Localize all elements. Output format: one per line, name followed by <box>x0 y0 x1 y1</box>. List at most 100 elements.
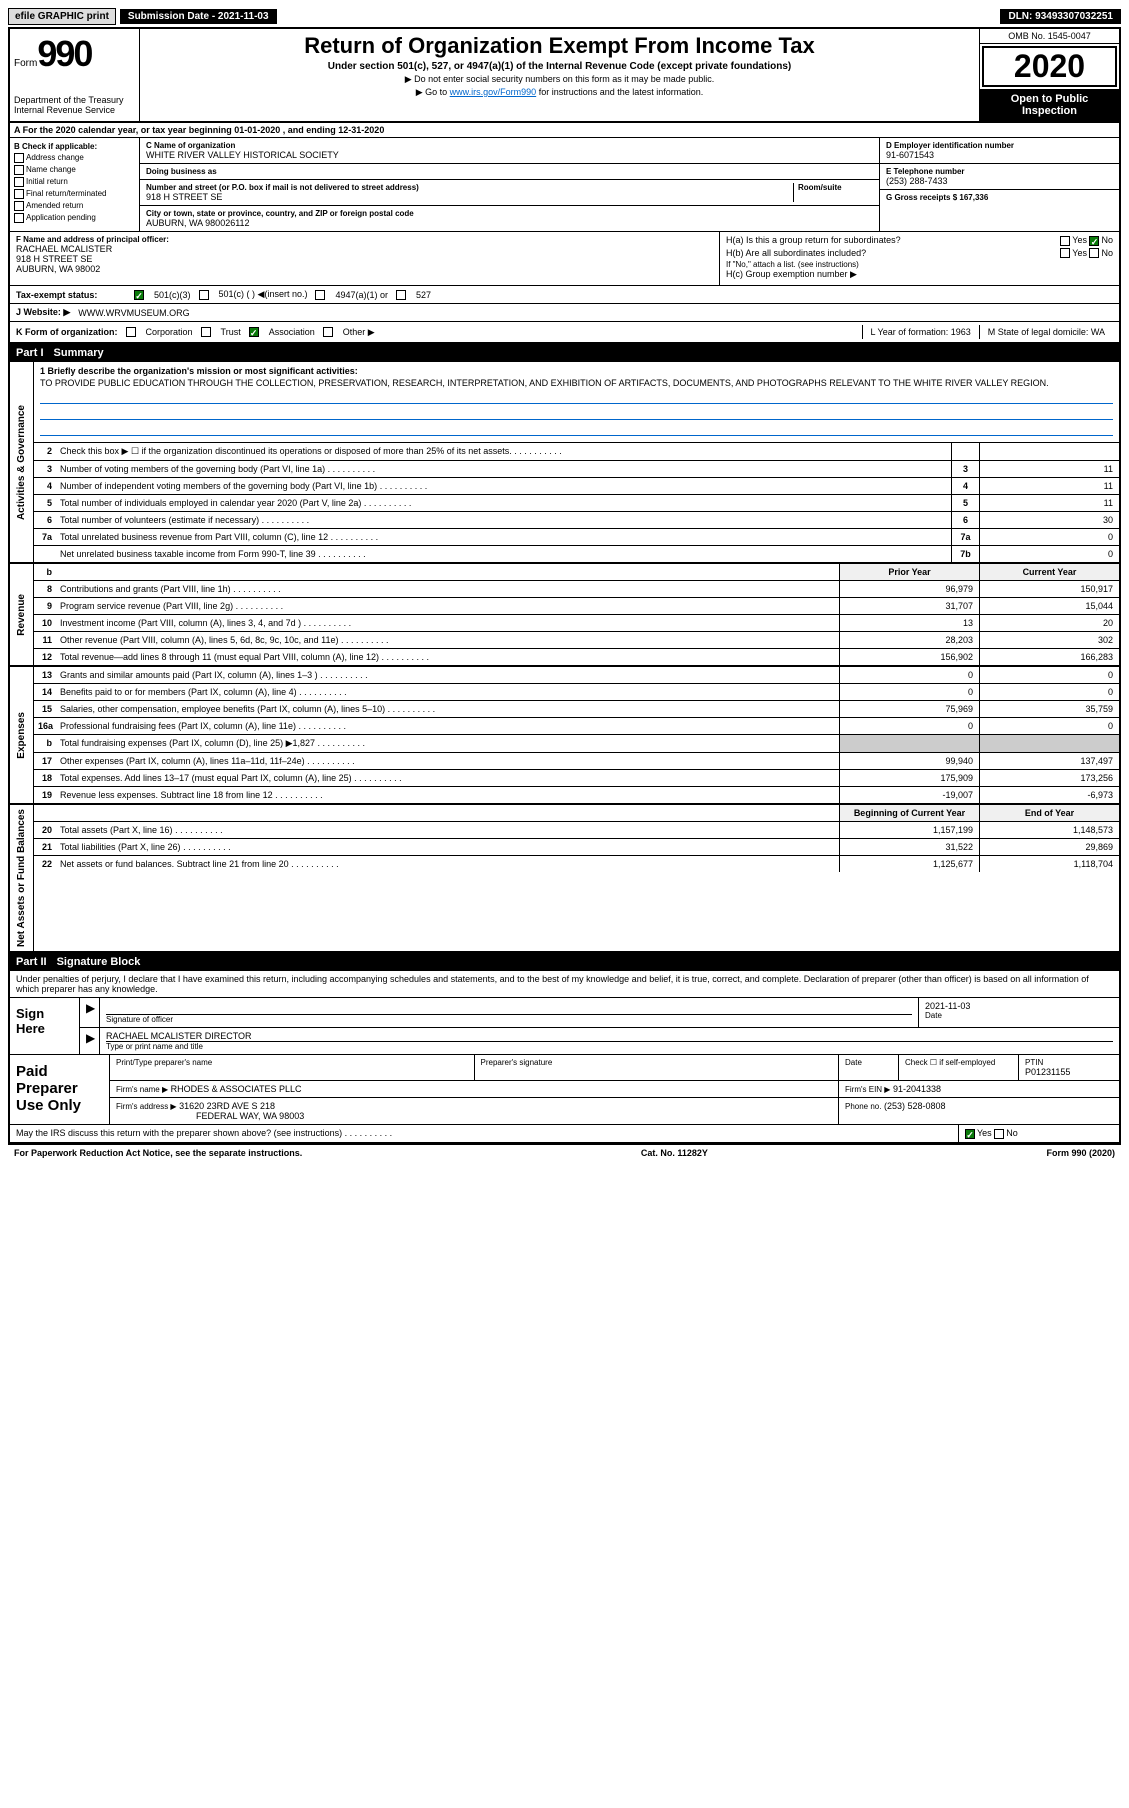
main-title: Return of Organization Exempt From Incom… <box>144 33 975 59</box>
corp-checkbox[interactable] <box>126 327 136 337</box>
line-num: 21 <box>34 839 56 855</box>
527-checkbox[interactable] <box>396 290 406 300</box>
hb-yes: Yes <box>1072 248 1087 258</box>
hb-yes-checkbox[interactable] <box>1060 248 1070 258</box>
line-text: Investment income (Part VIII, column (A)… <box>56 615 839 631</box>
line-text: Net assets or fund balances. Subtract li… <box>56 856 839 872</box>
line-num: 5 <box>34 495 56 511</box>
prior-val <box>839 735 979 752</box>
firm-ein: 91-2041338 <box>893 1084 941 1094</box>
column-b: B Check if applicable: Address change Na… <box>10 138 140 231</box>
sig-declaration: Under penalties of perjury, I declare th… <box>10 971 1119 997</box>
ha-yes: Yes <box>1072 235 1087 245</box>
tax-status-label: Tax-exempt status: <box>16 290 126 300</box>
hb-no-checkbox[interactable] <box>1089 248 1099 258</box>
check-self: Check ☐ if self-employed <box>905 1058 1012 1067</box>
4947-checkbox[interactable] <box>315 290 325 300</box>
prep-date-label: Date <box>845 1058 892 1067</box>
omb-number: OMB No. 1545-0047 <box>980 29 1119 44</box>
checkbox-final-return[interactable] <box>14 189 24 199</box>
hb-label: H(b) Are all subordinates included? <box>726 248 866 258</box>
current-val: 1,148,573 <box>979 822 1119 838</box>
line-text: Number of independent voting members of … <box>56 478 951 494</box>
k-label: K Form of organization: <box>16 327 118 337</box>
discuss-no: No <box>1006 1128 1018 1138</box>
instr2-pre: ▶ Go to <box>416 87 450 97</box>
org-name: WHITE RIVER VALLEY HISTORICAL SOCIETY <box>146 150 873 160</box>
line-text: Professional fundraising fees (Part IX, … <box>56 718 839 734</box>
irs-link[interactable]: www.irs.gov/Form990 <box>450 87 537 97</box>
line-text: Net unrelated business taxable income fr… <box>56 546 951 562</box>
ha-no: No <box>1101 235 1113 245</box>
trust-checkbox[interactable] <box>201 327 211 337</box>
col-b-header: B Check if applicable: <box>14 142 135 151</box>
governance-side: Activities & Governance <box>14 401 29 524</box>
prior-val: 0 <box>839 667 979 683</box>
checkbox-address-change[interactable] <box>14 153 24 163</box>
checkbox-name-change[interactable] <box>14 165 24 175</box>
line-num: 16a <box>34 718 56 734</box>
paid-preparer: Paid Preparer Use Only <box>10 1055 110 1124</box>
discuss-yes-checkbox[interactable]: ✓ <box>965 1129 975 1139</box>
line-num: 3 <box>34 461 56 477</box>
prep-sig-label: Preparer's signature <box>481 1058 833 1067</box>
line-num: 13 <box>34 667 56 683</box>
checkbox-pending[interactable] <box>14 213 24 223</box>
line-num: 8 <box>34 581 56 597</box>
current-val <box>979 735 1119 752</box>
blank-line <box>40 406 1113 420</box>
hdr-begin: Beginning of Current Year <box>839 805 979 821</box>
line-text: Salaries, other compensation, employee b… <box>56 701 839 717</box>
lbl-name-change: Name change <box>26 165 76 174</box>
line-text: Number of voting members of the governin… <box>56 461 951 477</box>
line-num: 6 <box>34 512 56 528</box>
checkbox-amended[interactable] <box>14 201 24 211</box>
current-val: 166,283 <box>979 649 1119 665</box>
website-value: WWW.WRVMUSEUM.ORG <box>78 308 189 318</box>
line-box: 7b <box>951 546 979 562</box>
state-domicile: M State of legal domicile: WA <box>979 325 1113 339</box>
checkbox-initial-return[interactable] <box>14 177 24 187</box>
gross-receipts: G Gross receipts $ 167,336 <box>886 193 1113 202</box>
efile-print-button[interactable]: efile GRAPHIC print <box>8 8 116 25</box>
prior-val: -19,007 <box>839 787 979 803</box>
line-box: 5 <box>951 495 979 511</box>
prior-val: 1,125,677 <box>839 856 979 872</box>
prior-val: 175,909 <box>839 770 979 786</box>
assoc-checkbox[interactable]: ✓ <box>249 327 259 337</box>
prior-val: 31,707 <box>839 598 979 614</box>
line-num: 14 <box>34 684 56 700</box>
line-num: 20 <box>34 822 56 838</box>
other-checkbox[interactable] <box>323 327 333 337</box>
current-val: 35,759 <box>979 701 1119 717</box>
hb-no: No <box>1101 248 1113 258</box>
501c-checkbox[interactable] <box>199 290 209 300</box>
501c3-checkbox[interactable]: ✓ <box>134 290 144 300</box>
line-text: Benefits paid to or for members (Part IX… <box>56 684 839 700</box>
prior-val: 0 <box>839 684 979 700</box>
form-990: 990 <box>37 33 91 74</box>
line-box: 4 <box>951 478 979 494</box>
line-text: Other expenses (Part IX, column (A), lin… <box>56 753 839 769</box>
cat-number: Cat. No. 11282Y <box>641 1148 708 1158</box>
line-num: 10 <box>34 615 56 631</box>
line-val: 30 <box>979 512 1119 528</box>
lbl-address-change: Address change <box>26 153 84 162</box>
opt-527: 527 <box>416 290 431 300</box>
current-val: -6,973 <box>979 787 1119 803</box>
firm-phone: (253) 528-0808 <box>884 1101 946 1111</box>
ptin-value: P01231155 <box>1025 1067 1113 1077</box>
tax-year: 2020 <box>982 46 1117 87</box>
instruction-2: ▶ Go to www.irs.gov/Form990 for instruct… <box>144 87 975 98</box>
line-text: Revenue less expenses. Subtract line 18 … <box>56 787 839 803</box>
line-box: 3 <box>951 461 979 477</box>
current-val: 150,917 <box>979 581 1119 597</box>
sig-date-val: 2021-11-03 <box>925 1001 1113 1011</box>
discuss-no-checkbox[interactable] <box>994 1129 1004 1139</box>
ha-yes-checkbox[interactable] <box>1060 236 1070 246</box>
form-footer: Form 990 (2020) <box>1046 1148 1115 1158</box>
ha-no-checkbox[interactable]: ✓ <box>1089 236 1099 246</box>
section-a: A For the 2020 calendar year, or tax yea… <box>8 123 1121 138</box>
sig-date-label: Date <box>925 1011 1113 1020</box>
officer-label: F Name and address of principal officer: <box>16 235 713 244</box>
